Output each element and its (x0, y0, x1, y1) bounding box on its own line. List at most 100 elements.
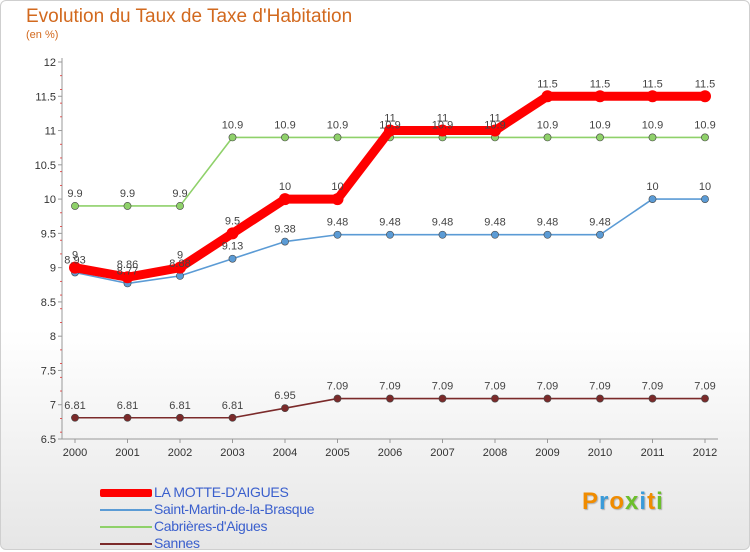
logo-letter: i (656, 488, 664, 515)
data-label: 10 (331, 181, 343, 193)
data-point (543, 394, 552, 403)
data-label: 9.48 (537, 217, 558, 229)
data-point (333, 230, 342, 239)
logo-letter: P (582, 488, 600, 515)
x-tick-label: 2011 (641, 447, 665, 459)
data-label: 7.09 (537, 381, 558, 393)
data-point (699, 90, 711, 103)
data-label: 10.9 (589, 119, 610, 131)
data-point (71, 413, 79, 422)
x-tick-label: 2007 (430, 447, 454, 459)
data-label: 9.48 (379, 217, 400, 229)
legend-swatch (100, 526, 152, 528)
data-label: 11 (384, 113, 395, 125)
data-label: 9.38 (274, 224, 295, 236)
data-point (594, 90, 606, 103)
data-point (438, 394, 447, 403)
data-label: 8.77 (117, 265, 138, 277)
logo-letter: x (625, 488, 640, 515)
y-tick-label: 10.5 (35, 160, 56, 172)
x-tick-label: 2009 (535, 447, 559, 459)
data-point (648, 133, 657, 142)
y-tick-label: 9.5 (41, 228, 56, 240)
logo-letter: r (599, 488, 610, 515)
data-label: 7.09 (379, 381, 400, 393)
legend-swatch (100, 543, 152, 545)
data-point (491, 394, 499, 403)
data-label: 6.81 (64, 400, 85, 412)
data-point (543, 230, 552, 239)
data-label: 6.95 (274, 390, 295, 402)
data-point (491, 230, 499, 239)
data-point (228, 413, 237, 422)
data-point (331, 193, 344, 206)
data-label: 9.13 (222, 241, 243, 253)
data-label: 8.93 (64, 254, 85, 266)
data-point (333, 394, 342, 403)
data-label: 9.9 (67, 188, 82, 200)
y-tick-label: 12 (44, 57, 56, 69)
data-point (174, 261, 186, 274)
data-label: 9.48 (327, 217, 348, 229)
y-tick-label: 7.5 (41, 365, 56, 377)
data-label: 10.9 (327, 119, 348, 131)
data-label: 7.09 (327, 381, 348, 393)
data-label: 11.5 (590, 78, 611, 90)
logo-letter: i (639, 488, 648, 515)
data-label: 7.09 (694, 381, 715, 393)
data-point (176, 202, 184, 210)
data-label: 9.9 (172, 188, 187, 200)
data-label: 8.86 (117, 259, 138, 271)
data-label: 6.81 (117, 400, 138, 412)
data-label: 10 (279, 181, 291, 193)
y-tick-label: 11 (45, 126, 56, 138)
x-tick-label: 2001 (115, 447, 139, 459)
x-tick-label: 2003 (220, 447, 244, 459)
x-tick-label: 2010 (588, 447, 612, 459)
data-label: 9.48 (484, 217, 505, 229)
x-tick-label: 2008 (483, 447, 507, 459)
data-point (701, 195, 709, 203)
legend-label: LA MOTTE-D'AIGUES (154, 484, 289, 500)
data-point (121, 271, 134, 284)
y-tick-label: 10 (44, 194, 56, 206)
data-label: 8.88 (169, 258, 190, 270)
data-label: 10.9 (222, 119, 243, 131)
data-point (386, 394, 394, 403)
data-label: 7.09 (432, 381, 453, 393)
data-point (384, 124, 396, 137)
data-label: 10.9 (537, 119, 558, 131)
data-point (123, 413, 132, 422)
data-point (176, 413, 184, 422)
data-point (69, 261, 81, 274)
data-point (648, 195, 657, 203)
data-label: 6.81 (222, 400, 243, 412)
chart-unit: (en %) (26, 29, 59, 41)
data-point (541, 90, 554, 103)
data-point (436, 124, 449, 137)
data-label: 9.5 (225, 215, 240, 227)
data-point (648, 394, 657, 403)
data-label: 11.5 (642, 78, 663, 90)
data-point (281, 404, 289, 413)
data-label: 9.48 (432, 217, 453, 229)
y-tick-label: 8.5 (41, 297, 56, 309)
data-point (489, 124, 501, 137)
x-tick-label: 2002 (168, 447, 192, 459)
y-tick-label: 6.5 (41, 434, 56, 446)
data-label: 10 (646, 181, 658, 193)
data-label: 7.09 (484, 381, 505, 393)
y-tick-label: 7 (50, 400, 56, 412)
logo-letter: t (647, 488, 657, 515)
data-point (226, 227, 239, 240)
data-point (438, 230, 447, 239)
data-point (281, 133, 289, 142)
data-label: 10 (699, 181, 711, 193)
logo-letter: o (609, 488, 626, 515)
x-tick-label: 2012 (693, 447, 717, 459)
data-point (596, 133, 604, 142)
data-label: 6.81 (169, 400, 190, 412)
data-label: 10.9 (694, 119, 715, 131)
data-point (701, 394, 709, 403)
data-point (228, 133, 237, 142)
